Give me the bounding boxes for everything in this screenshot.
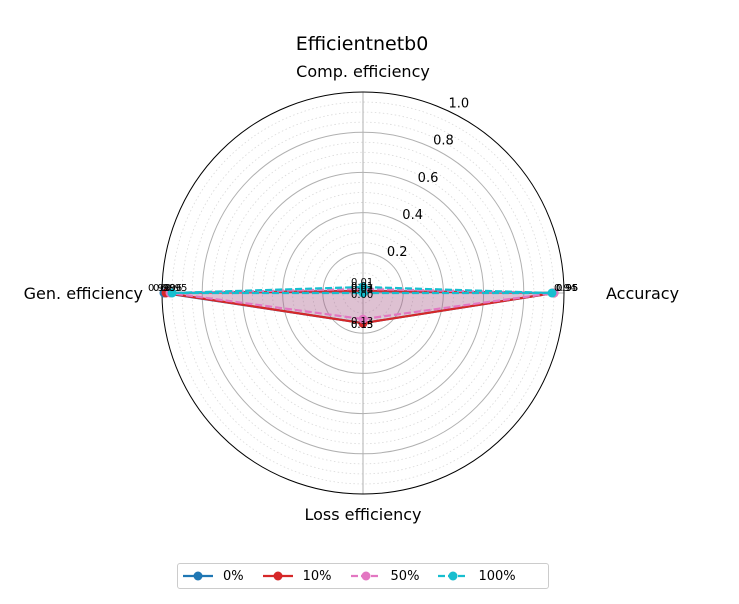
legend-label: 50%: [390, 568, 420, 584]
series-fill-0: [164, 290, 554, 324]
legend-swatch: [438, 571, 469, 581]
value-label: 0.99: [148, 283, 170, 294]
legend-label: 10%: [302, 568, 332, 584]
data-point: [358, 288, 368, 298]
value-label: 0.96: [160, 283, 182, 294]
legend: 0% 10% 50% 100%: [177, 563, 549, 589]
axis-label: Accuracy: [606, 284, 679, 303]
legend-label: 0%: [223, 568, 244, 584]
value-label: 0.03: [351, 285, 373, 296]
series-fill-1: [166, 290, 554, 324]
legend-item: 0%: [181, 569, 244, 584]
series-points: [159, 282, 559, 328]
value-label: 0.94: [554, 283, 576, 294]
value-labels: 0.950.010.990.150.950.010.980.150.950.02…: [148, 277, 578, 331]
radial-tick-label: 1.0: [448, 97, 469, 112]
legend-item: 100%: [436, 568, 516, 584]
legend-swatch: [183, 571, 213, 581]
data-point: [358, 314, 368, 324]
value-label: 0.15: [351, 320, 373, 331]
data-point: [547, 288, 557, 298]
radial-tick-label: 0.2: [387, 245, 408, 260]
value-label: 0.01: [351, 281, 373, 292]
axis-label: Loss efficiency: [305, 505, 422, 524]
axis-label: Gen. efficiency: [24, 284, 143, 303]
value-label: 0.98: [153, 283, 175, 294]
value-label: 0.95: [556, 283, 578, 294]
value-label: 0.02: [351, 283, 373, 294]
value-label: 0.13: [351, 316, 373, 327]
series-fill-2: [170, 288, 554, 320]
data-point: [167, 288, 177, 298]
legend-label: 100%: [478, 568, 516, 584]
legend-swatch: [350, 571, 381, 581]
value-label: 0.95: [556, 283, 578, 294]
radial-tick-label: 0.8: [433, 134, 454, 149]
legend-item: 50%: [349, 568, 420, 584]
legend-item: 10%: [261, 569, 332, 584]
axis-labels: Accuracy Comp. efficiency Gen. efficiency L…: [24, 62, 679, 524]
radial-tick-label: 0.4: [402, 208, 423, 223]
value-label: 0.15: [351, 320, 373, 331]
value-label: 0.00: [351, 290, 373, 301]
value-label: 0.95: [556, 283, 578, 294]
value-label: 0.95: [165, 283, 187, 294]
radial-tick-label: 0.6: [418, 171, 439, 186]
axis-label: Comp. efficiency: [296, 62, 430, 81]
chart-title: Efficientnetb0: [296, 33, 429, 55]
value-label: 0.01: [351, 277, 373, 288]
legend-swatch: [262, 571, 293, 581]
